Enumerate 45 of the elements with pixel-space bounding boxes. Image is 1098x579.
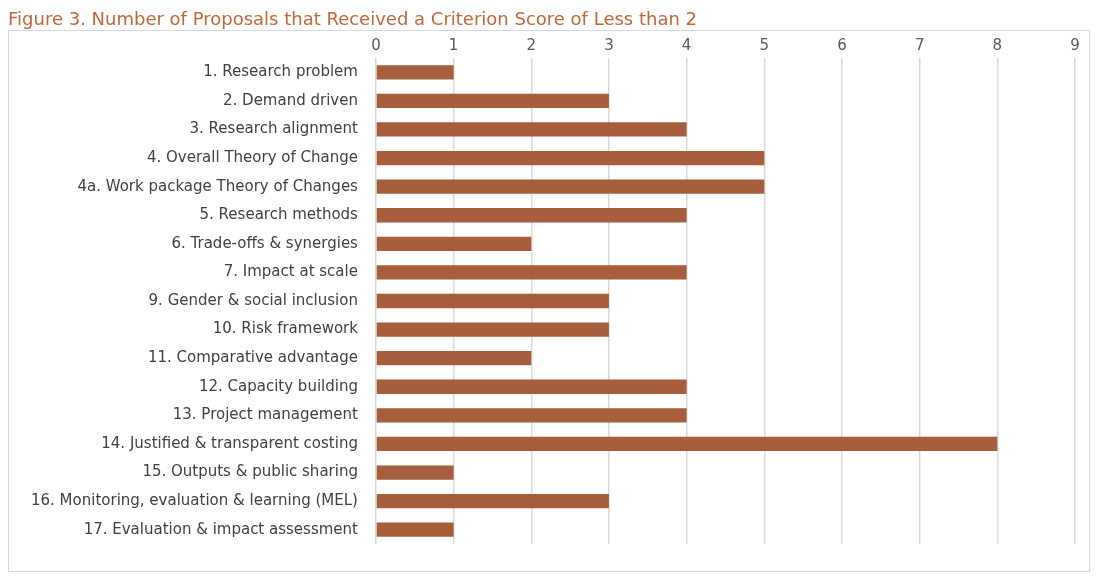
y-tick-label: 4. Overall Theory of Change xyxy=(146,147,358,166)
y-tick-label: 6. Trade-offs & synergies xyxy=(171,233,359,252)
y-tick-label: 15. Outputs & public sharing xyxy=(142,462,358,481)
bar xyxy=(376,493,609,509)
y-tick-label: 9. Gender & social inclusion xyxy=(148,290,358,309)
bar xyxy=(376,150,765,166)
y-tick-label: 5. Research methods xyxy=(199,205,359,224)
x-tick-label: 9 xyxy=(1070,35,1080,54)
y-tick-label: 1. Research problem xyxy=(203,62,358,81)
x-tick-label: 3 xyxy=(604,35,614,54)
x-tick-label: 2 xyxy=(526,35,537,54)
bar xyxy=(376,436,998,452)
y-tick-label: 13. Project management xyxy=(172,405,359,424)
x-tick-label: 7 xyxy=(914,35,925,54)
bar xyxy=(376,179,765,194)
x-tick-label: 6 xyxy=(837,35,847,54)
bar xyxy=(376,522,454,537)
bar xyxy=(376,93,609,109)
bar xyxy=(376,322,609,337)
y-tick-label: 12. Capacity building xyxy=(198,376,358,395)
bar xyxy=(376,208,687,223)
y-tick-label: 14. Justified & transparent costing xyxy=(101,433,358,452)
x-tick-label: 4 xyxy=(681,35,692,54)
bar xyxy=(376,408,687,423)
x-tick-label: 0 xyxy=(371,35,381,54)
y-tick-label: 10. Risk framework xyxy=(212,319,359,338)
y-tick-label: 7. Impact at scale xyxy=(223,262,358,281)
y-tick-label: 11. Comparative advantage xyxy=(147,348,358,367)
bar xyxy=(376,293,609,309)
y-tick-label: 16. Monitoring, evaluation & learning (MEL) xyxy=(30,491,358,510)
bar xyxy=(376,465,454,480)
bar xyxy=(376,236,532,251)
y-tick-label: 4a. Work package Theory of Changes xyxy=(77,176,359,195)
bar xyxy=(376,379,687,394)
chart-title: Figure 3. Number of Proposals that Received a Criterion Score of Less than 2 xyxy=(8,8,699,30)
x-tick-label: 8 xyxy=(992,35,1003,54)
x-tick-label: 1 xyxy=(448,35,459,54)
y-tick-label: 2. Demand driven xyxy=(223,90,358,109)
bar xyxy=(376,65,454,80)
x-tick-label: 5 xyxy=(759,35,770,54)
bar xyxy=(376,265,687,280)
bar xyxy=(376,122,687,137)
bar xyxy=(376,351,532,366)
y-tick-label: 17. Evaluation & impact assessment xyxy=(83,519,359,538)
y-tick-label: 3. Research alignment xyxy=(189,119,359,138)
